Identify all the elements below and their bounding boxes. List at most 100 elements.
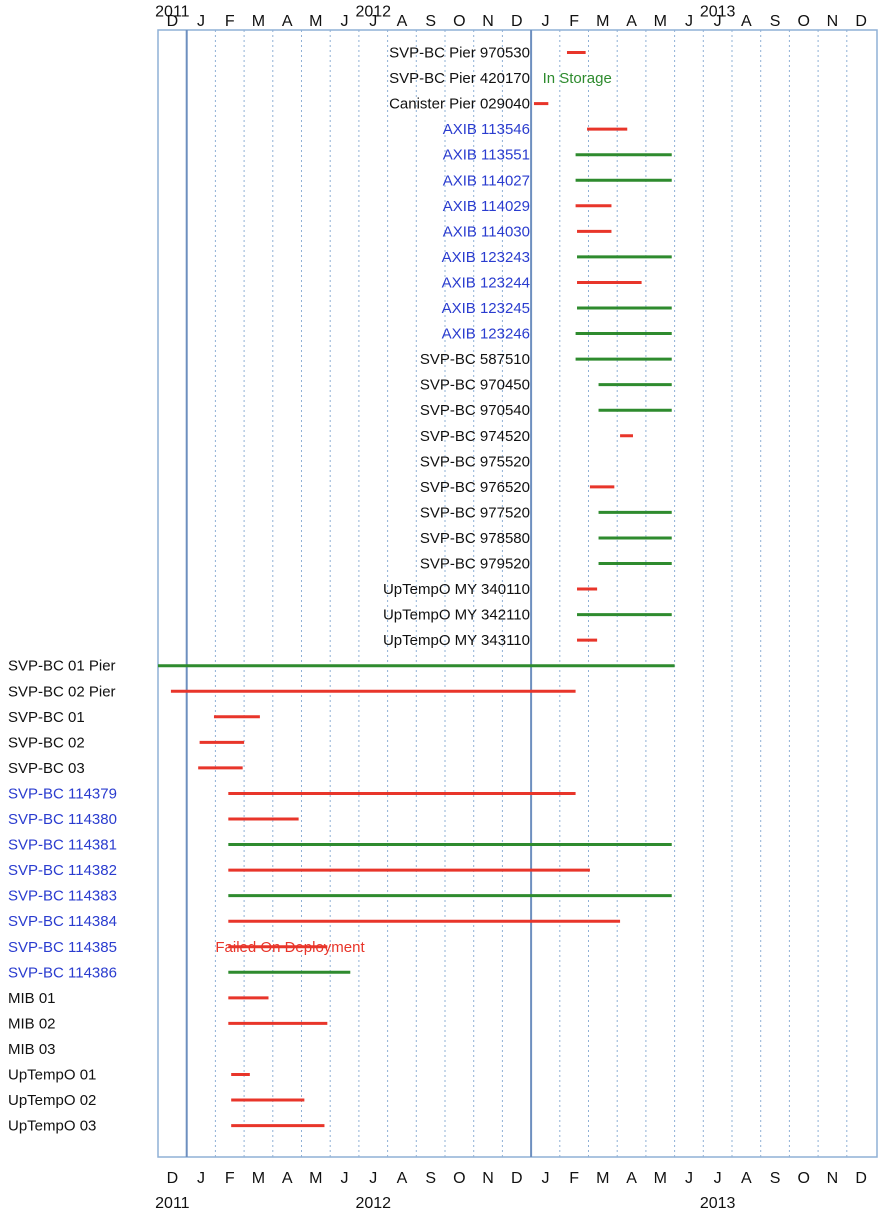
- row-label: SVP-BC 978580: [420, 530, 530, 547]
- plot-frame: [157, 29, 878, 1158]
- month-tick-label-top: S: [770, 13, 781, 30]
- row-label: SVP-BC 974520: [420, 428, 530, 445]
- month-tick-label-top: A: [741, 13, 752, 30]
- month-tick-label-top: D: [855, 13, 867, 30]
- month-tick-label-top: D: [167, 13, 179, 30]
- row-label: SVP-BC 979520: [420, 556, 530, 573]
- row-label: UpTempO MY 342110: [383, 607, 530, 624]
- bars-layer: [158, 51, 675, 1128]
- row-label: AXIB 123245: [442, 300, 530, 317]
- labels-layer: SVP-BC Pier 970530 SVP-BC Pier 420170 Cani…: [8, 45, 530, 1135]
- month-tick-label-bottom: A: [282, 1170, 293, 1187]
- chart-annotation: In Storage: [543, 70, 612, 87]
- month-tick-label-bottom: J: [369, 1170, 377, 1187]
- row-label: AXIB 123244: [442, 274, 530, 291]
- month-tick-label-bottom: D: [855, 1170, 867, 1187]
- row-label: SVP-BC 114381: [8, 837, 117, 854]
- year-label-top: 2013: [700, 3, 736, 20]
- month-tick-label-bottom: J: [685, 1170, 693, 1187]
- month-tick-label-bottom: A: [397, 1170, 408, 1187]
- row-label: AXIB 113546: [443, 121, 530, 138]
- year-label-bottom: 2013: [700, 1195, 736, 1212]
- row-label: AXIB 114027: [443, 172, 530, 189]
- month-tick-label-bottom: J: [197, 1170, 205, 1187]
- month-tick-label-bottom: M: [596, 1170, 609, 1187]
- row-label: UpTempO 02: [8, 1092, 96, 1109]
- month-tick-label-top: F: [225, 13, 235, 30]
- row-label: MIB 03: [8, 1041, 56, 1058]
- grid-layer: [157, 29, 878, 1158]
- month-tick-label-top: J: [341, 13, 349, 30]
- month-tick-label-bottom: J: [714, 1170, 722, 1187]
- year-label-bottom: 2011: [155, 1195, 190, 1212]
- month-tick-label-top: M: [654, 13, 667, 30]
- row-label: SVP-BC 02 Pier: [8, 683, 116, 700]
- month-tick-label-top: O: [453, 13, 465, 30]
- month-tick-label-bottom: D: [511, 1170, 523, 1187]
- axis-layer: DDJJFFMMAAMMJJJJAASSOONNDDJJFFMMAAMMJJJJ…: [155, 3, 867, 1212]
- row-label: SVP-BC 114380: [8, 811, 117, 828]
- month-tick-label-top: M: [309, 13, 322, 30]
- row-label: SVP-BC 114384: [8, 913, 117, 930]
- row-label: SVP-BC Pier 970530: [389, 45, 530, 62]
- year-label-top: 2011: [155, 3, 190, 20]
- month-tick-label-bottom: M: [654, 1170, 667, 1187]
- row-label: UpTempO MY 340110: [383, 581, 530, 598]
- month-tick-label-bottom: M: [309, 1170, 322, 1187]
- row-label: AXIB 114029: [443, 198, 530, 215]
- row-label: Canister Pier 029040: [389, 96, 530, 113]
- month-tick-label-top: A: [397, 13, 408, 30]
- month-tick-label-top: J: [685, 13, 693, 30]
- month-tick-label-bottom: F: [569, 1170, 579, 1187]
- row-label: UpTempO 03: [8, 1118, 96, 1135]
- row-label: SVP-BC 02: [8, 734, 85, 751]
- month-tick-label-top: N: [482, 13, 494, 30]
- month-tick-label-top: A: [626, 13, 637, 30]
- row-label: SVP-BC 975520: [420, 453, 530, 470]
- month-tick-label-bottom: F: [225, 1170, 235, 1187]
- month-tick-label-top: J: [197, 13, 205, 30]
- row-label: AXIB 123246: [442, 326, 530, 343]
- month-tick-label-top: D: [511, 13, 523, 30]
- chart-annotation: Failed On Deployment: [215, 939, 365, 956]
- month-tick-label-top: J: [369, 13, 377, 30]
- month-tick-label-bottom: O: [453, 1170, 465, 1187]
- month-tick-label-top: N: [827, 13, 839, 30]
- month-tick-label-bottom: J: [341, 1170, 349, 1187]
- month-tick-label-bottom: A: [626, 1170, 637, 1187]
- month-tick-label-bottom: N: [482, 1170, 494, 1187]
- row-label: SVP-BC 114382: [8, 862, 117, 879]
- row-label: SVP-BC 114383: [8, 888, 117, 905]
- row-label: SVP-BC 114386: [8, 964, 117, 981]
- row-label: UpTempO 01: [8, 1067, 96, 1084]
- month-tick-label-top: A: [282, 13, 293, 30]
- row-label: SVP-BC 03: [8, 760, 85, 777]
- month-tick-label-bottom: M: [252, 1170, 265, 1187]
- month-tick-label-bottom: J: [541, 1170, 549, 1187]
- notes-layer: In Storage Failed On Deployment: [215, 70, 611, 956]
- row-label: MIB 01: [8, 990, 56, 1007]
- row-label: UpTempO MY 343110: [383, 632, 530, 649]
- month-tick-label-bottom: A: [741, 1170, 752, 1187]
- month-tick-label-bottom: O: [798, 1170, 810, 1187]
- month-tick-label-top: J: [714, 13, 722, 30]
- row-label: SVP-BC 970450: [420, 377, 530, 394]
- row-label: SVP-BC Pier 420170: [389, 70, 530, 87]
- month-tick-label-top: S: [425, 13, 436, 30]
- month-tick-label-top: O: [798, 13, 810, 30]
- month-tick-label-top: M: [252, 13, 265, 30]
- row-label: SVP-BC 977520: [420, 504, 530, 521]
- month-tick-label-bottom: S: [425, 1170, 436, 1187]
- row-label: AXIB 113551: [443, 147, 530, 164]
- month-tick-label-top: M: [596, 13, 609, 30]
- row-label: SVP-BC 970540: [420, 402, 530, 419]
- month-tick-label-bottom: S: [770, 1170, 781, 1187]
- row-label: SVP-BC 587510: [420, 351, 530, 368]
- month-tick-label-bottom: N: [827, 1170, 839, 1187]
- year-label-top: 2012: [355, 3, 391, 20]
- row-label: SVP-BC 114379: [8, 785, 117, 802]
- year-label-bottom: 2012: [355, 1195, 391, 1212]
- row-label: SVP-BC 114385: [8, 939, 117, 956]
- month-tick-label-top: J: [541, 13, 549, 30]
